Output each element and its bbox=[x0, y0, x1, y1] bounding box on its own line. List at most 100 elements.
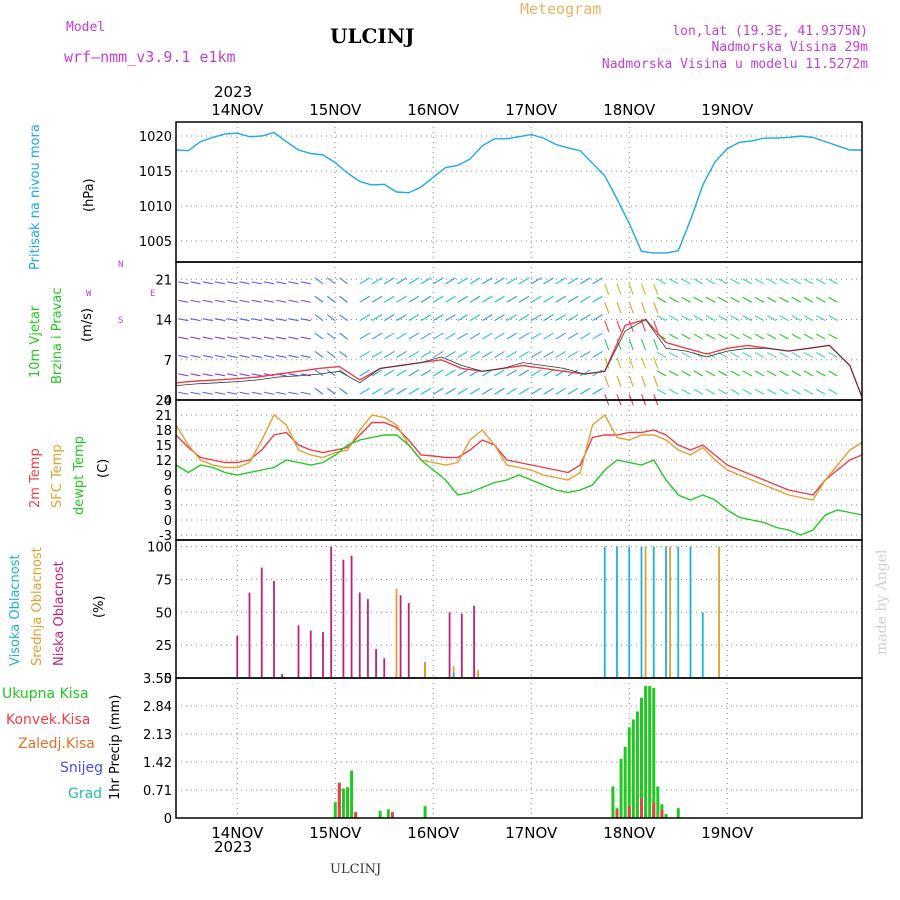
precip_total-bar bbox=[644, 685, 648, 818]
wind-barb bbox=[543, 277, 554, 285]
wind-barb bbox=[604, 357, 610, 369]
cloud_mid-bar bbox=[477, 670, 480, 678]
wind-barb bbox=[445, 314, 456, 322]
wind-barb bbox=[828, 370, 838, 377]
wind-barb bbox=[314, 332, 324, 340]
wind-barb bbox=[742, 278, 753, 285]
wind-barb bbox=[705, 333, 716, 340]
wind-barb bbox=[396, 277, 407, 285]
speed_red-line bbox=[175, 318, 863, 398]
wind-barb bbox=[288, 391, 299, 395]
wind-barb bbox=[481, 277, 493, 285]
wind-barb bbox=[239, 318, 250, 322]
wind-barb bbox=[276, 299, 287, 303]
wind-barb bbox=[383, 295, 395, 303]
wind-barb bbox=[640, 283, 647, 296]
wind-barb bbox=[693, 296, 704, 303]
wind-barb bbox=[567, 295, 579, 303]
wind-barb bbox=[371, 350, 383, 358]
wind-barb bbox=[494, 295, 505, 303]
wind-barb bbox=[263, 318, 275, 322]
wind-barb bbox=[766, 370, 777, 377]
wind-barb bbox=[288, 354, 299, 358]
cloud_high-bar bbox=[452, 672, 455, 678]
lonlat-label: lon,lat (19.3E, 41.9375N) bbox=[672, 24, 868, 39]
pressure-label: Pritisak na nivou mora bbox=[28, 124, 43, 270]
wind-barb bbox=[579, 350, 591, 358]
wind-barb bbox=[326, 351, 336, 358]
wind-barb bbox=[653, 283, 659, 296]
wind-barb bbox=[653, 338, 659, 351]
cloud_low-bar bbox=[350, 555, 353, 678]
wind-barb bbox=[579, 369, 591, 377]
wind-barb bbox=[214, 391, 226, 395]
wind-barb bbox=[326, 369, 336, 377]
wind-barb bbox=[803, 315, 814, 322]
wind-barb bbox=[656, 370, 667, 377]
wind-barb bbox=[628, 320, 634, 332]
wind-barb bbox=[628, 375, 634, 388]
precip_total-bar bbox=[664, 814, 668, 818]
wind-barb bbox=[604, 320, 610, 332]
wind-barb bbox=[178, 336, 189, 340]
wind-barb bbox=[288, 318, 299, 322]
wind-barb bbox=[190, 318, 201, 322]
wind-barb bbox=[681, 351, 691, 358]
wind-barb bbox=[717, 296, 728, 303]
wind-barb bbox=[681, 315, 691, 322]
wind-barb bbox=[592, 350, 603, 358]
wind-barb bbox=[640, 357, 647, 369]
wind-barb bbox=[396, 350, 407, 358]
wind-barb bbox=[653, 302, 659, 314]
speed_black-line bbox=[175, 318, 863, 398]
wind-barb bbox=[288, 281, 299, 285]
cloud-mid-label: Srednja Oblacnost bbox=[30, 547, 45, 666]
x-day-tick-bottom: 17NOV bbox=[505, 824, 558, 842]
legend-snow: Snijeg bbox=[60, 760, 104, 776]
legend-total: Ukupna Kisa bbox=[2, 686, 89, 702]
altitude-label: Nadmorska Visina 29m bbox=[711, 40, 868, 55]
wind-barb bbox=[383, 369, 395, 377]
wind-barb bbox=[779, 370, 789, 377]
wind-barb bbox=[604, 375, 610, 388]
compass-west: W bbox=[86, 289, 92, 299]
precip_total-bar bbox=[341, 788, 345, 818]
wind-barb bbox=[227, 336, 238, 340]
wind-barb bbox=[668, 351, 679, 358]
wind-barb bbox=[766, 333, 777, 340]
model-altitude-label: Nadmorska Visina u modelu 11.5272m bbox=[601, 57, 868, 72]
x-day-tick-bottom: 15NOV bbox=[309, 824, 362, 842]
wind-barb bbox=[506, 277, 518, 285]
wind-barb bbox=[263, 391, 275, 395]
wind-barb bbox=[616, 357, 622, 369]
wind-barb bbox=[214, 281, 226, 285]
wind-barb bbox=[326, 314, 336, 322]
wind-barb bbox=[408, 350, 420, 358]
wind-barb bbox=[300, 299, 311, 303]
wind-barb bbox=[555, 295, 567, 303]
precip_total-bar bbox=[635, 711, 639, 818]
legend-conv: Konvek.Kisa bbox=[6, 712, 91, 728]
wind-barb bbox=[239, 373, 250, 377]
wind-barb bbox=[640, 302, 647, 314]
x-day-tick-top: 18NOV bbox=[603, 101, 656, 119]
wind-barb bbox=[371, 387, 383, 395]
precip_conv-bar bbox=[615, 810, 619, 818]
x-day-tick-bottom: 19NOV bbox=[701, 824, 754, 842]
wind-barb bbox=[445, 277, 456, 285]
wind-barb bbox=[263, 281, 275, 285]
cloud_high-bar bbox=[689, 546, 692, 678]
cloud_high-bar bbox=[665, 546, 667, 678]
precip_total-bar bbox=[623, 747, 627, 818]
wind-barb bbox=[730, 315, 740, 322]
temp-unit: (C) bbox=[96, 458, 111, 478]
cloud_low-bar bbox=[358, 592, 361, 678]
wind-barb bbox=[190, 373, 201, 377]
wind-barb bbox=[214, 354, 226, 358]
wind-barb bbox=[579, 277, 591, 285]
wind-barb bbox=[616, 375, 622, 388]
wind-barb bbox=[300, 336, 311, 340]
cloud_low-bar bbox=[330, 546, 333, 678]
cloud_high-bar bbox=[628, 546, 631, 678]
wind-barb bbox=[754, 296, 765, 303]
